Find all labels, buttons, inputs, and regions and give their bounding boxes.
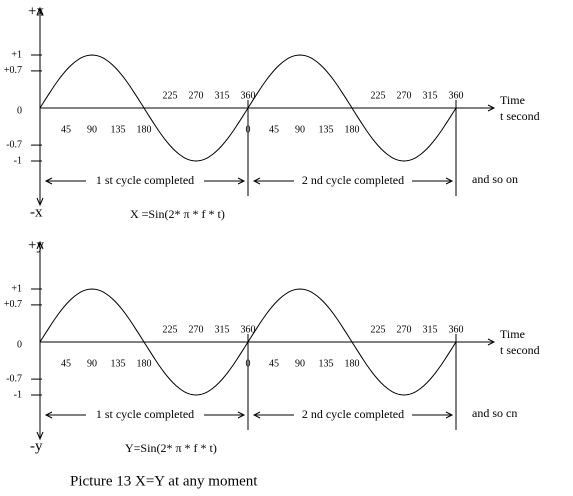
cycle-text: 1 st cycle completed [96, 407, 194, 421]
degree-label: 270 [189, 324, 204, 335]
degree-label: 90 [295, 358, 305, 369]
degree-label: 315 [215, 90, 230, 101]
y-label: +1 [11, 49, 22, 60]
degree-label: 45 [269, 358, 279, 369]
caption: Picture 13 X=Y at any moment [70, 473, 258, 489]
degree-label: 225 [371, 324, 386, 335]
arrow-head [44, 411, 53, 419]
time-label: Time [500, 327, 525, 341]
y-label: +0.7 [4, 65, 22, 76]
arrow-head [487, 104, 496, 112]
y-label: -0.7 [6, 373, 22, 384]
degree-label: 360 [241, 324, 256, 335]
degree-label: 315 [423, 90, 438, 101]
degree-label: 45 [61, 358, 71, 369]
degree-label: 225 [163, 324, 178, 335]
axis-bottom-label: -x [30, 204, 43, 220]
arrow-head [36, 197, 44, 207]
degree-label: 315 [423, 324, 438, 335]
axis-bottom-label: -y [30, 438, 43, 454]
arrow-head [36, 6, 44, 16]
arrow-head [237, 177, 246, 185]
degree-label: 180 [137, 358, 152, 369]
y-label: +1 [11, 283, 22, 294]
degree-label: 90 [87, 358, 97, 369]
axis-top-label: +y [28, 237, 44, 253]
degree-label: 270 [397, 90, 412, 101]
degree-label: 360 [241, 90, 256, 101]
degree-label: 0 [246, 358, 251, 369]
degree-label: 135 [319, 124, 334, 135]
y-label: -1 [14, 155, 22, 166]
cycle-text: 1 st cycle completed [96, 173, 194, 187]
unit-label: t second [500, 343, 540, 357]
degree-label: 135 [111, 358, 126, 369]
unit-label: t second [500, 109, 540, 123]
trailing-text: and so on [472, 172, 518, 186]
degree-label: 135 [319, 358, 334, 369]
cycle-text: 2 nd cycle completed [302, 173, 404, 187]
arrow-head [237, 411, 246, 419]
degree-label: 135 [111, 124, 126, 135]
degree-label: 180 [345, 358, 360, 369]
degree-label: 225 [163, 90, 178, 101]
y-label: 0 [17, 105, 22, 116]
degree-label: 45 [61, 124, 71, 135]
arrow-head [445, 177, 454, 185]
arrow-head [252, 411, 261, 419]
cycle-text: 2 nd cycle completed [302, 407, 404, 421]
formula: Y=Sin(2* π * f * t) [125, 441, 217, 455]
degree-label: 90 [87, 124, 97, 135]
y-label: -0.7 [6, 139, 22, 150]
degree-label: 270 [397, 324, 412, 335]
degree-label: 360 [449, 90, 464, 101]
degree-label: 180 [137, 124, 152, 135]
trailing-text: and so cn [472, 406, 517, 420]
arrow-head [36, 431, 44, 441]
degree-label: 225 [371, 90, 386, 101]
arrow-head [487, 338, 496, 346]
degree-label: 315 [215, 324, 230, 335]
arrow-head [445, 411, 454, 419]
arrow-head [44, 177, 53, 185]
y-label: -1 [14, 389, 22, 400]
degree-label: 360 [449, 324, 464, 335]
arrow-head [252, 177, 261, 185]
degree-label: 0 [246, 124, 251, 135]
degree-label: 180 [345, 124, 360, 135]
arrow-head [36, 240, 44, 250]
degree-label: 45 [269, 124, 279, 135]
y-label: 0 [17, 339, 22, 350]
y-label: +0.7 [4, 299, 22, 310]
degree-label: 90 [295, 124, 305, 135]
axis-top-label: +x [28, 3, 44, 19]
time-label: Time [500, 93, 525, 107]
formula: X =Sin(2* π * f * t) [130, 207, 225, 221]
degree-label: 270 [189, 90, 204, 101]
